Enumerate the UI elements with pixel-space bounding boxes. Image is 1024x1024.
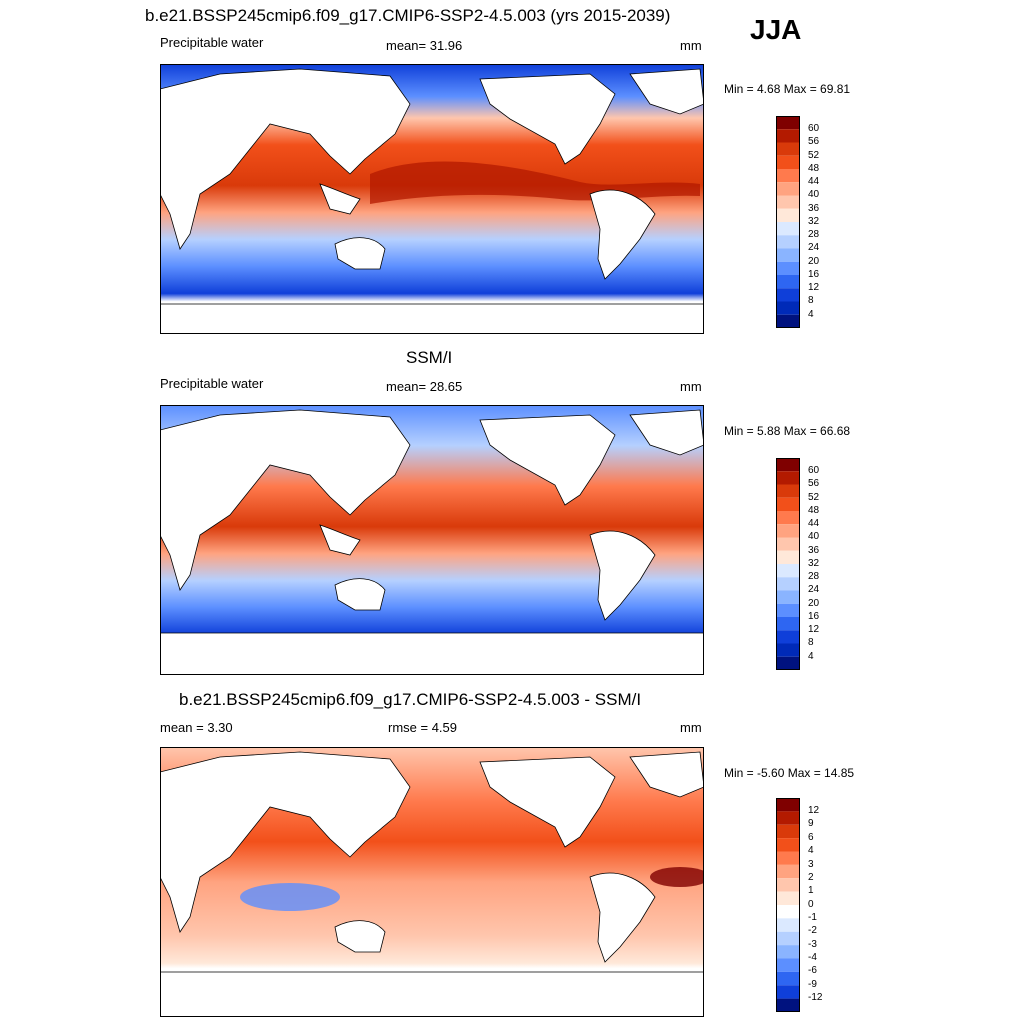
- panel-3-tick: 3: [808, 859, 814, 870]
- panel-2-colorbar: 60 56 52 48 44 40 36 32 28 24 20 16 12 8…: [776, 458, 819, 675]
- panel-2-tick: 12: [808, 624, 820, 635]
- panel-2-tick: 20: [808, 598, 820, 609]
- panel-1-tick: 32: [808, 216, 820, 227]
- panel-3-mean-label: mean = 3.30: [160, 720, 233, 735]
- panel-1-tick: 24: [808, 242, 820, 253]
- panel-1-colorbar-swatches: [776, 116, 800, 328]
- panel-3-tick: 12: [808, 805, 820, 816]
- panel-2-tick: 8: [808, 637, 814, 648]
- panel-2-tick: 28: [808, 571, 820, 582]
- panel-1-tick: 4: [808, 309, 814, 320]
- panel-3-tick: -4: [808, 952, 817, 963]
- panel-1-tick: 44: [808, 176, 820, 187]
- panel-3-rmse-label: rmse = 4.59: [388, 720, 458, 735]
- panel-1-tick: 12: [808, 282, 820, 293]
- panel-1-tick: 28: [808, 229, 820, 240]
- panel-2-tick: 16: [808, 611, 820, 622]
- panel-3-tick: -3: [808, 939, 817, 950]
- panel-2-tick: 36: [808, 545, 820, 556]
- panel-3-tick: -2: [808, 925, 817, 936]
- panel-1-tick: 16: [808, 269, 820, 280]
- panel-3-units: mm: [680, 720, 702, 735]
- panel-3-tick: -12: [808, 992, 823, 1003]
- panel-2-tick: 44: [808, 518, 820, 529]
- panel-1-tick: 48: [808, 163, 820, 174]
- panel-1-tick: 8: [808, 295, 814, 306]
- panel-1-title: b.e21.BSSP245cmip6.f09_g17.CMIP6-SSP2-4.…: [145, 6, 671, 25]
- panel-2-tick: 40: [808, 531, 820, 542]
- panel-1-tick: 56: [808, 136, 820, 147]
- panel-3-tick: -9: [808, 979, 817, 990]
- panel-3-minmax: Min = -5.60 Max = 14.85: [724, 766, 855, 780]
- panel-1-tick: 20: [808, 256, 820, 267]
- panel-2-tick: 24: [808, 584, 820, 595]
- panel-3-negative-anomaly: [240, 883, 340, 911]
- panel-2-tick: 4: [808, 651, 814, 662]
- panel-3-tick: 4: [808, 845, 814, 856]
- season-label: JJA: [750, 14, 802, 45]
- panel-1-map: [160, 64, 704, 334]
- panel-2-map: [160, 405, 704, 675]
- panel-3-tick: -6: [808, 965, 817, 976]
- panel-1-mean-label: mean= 31.96: [386, 38, 463, 53]
- panel-2-tick: 32: [808, 558, 820, 569]
- panel-1-colorbar: 60 56 52 48 44 40 36 32 28 24 20 16 12 8…: [776, 116, 819, 333]
- panel-2-units: mm: [680, 379, 702, 394]
- panel-3-tick: 0: [808, 899, 814, 910]
- panel-3-tick: 2: [808, 872, 814, 883]
- panel-3-tick: 6: [808, 832, 814, 843]
- panel-2-tick: 60: [808, 465, 820, 476]
- panel-3-tick: 1: [808, 885, 814, 896]
- panel-3-colorbar: 12 9 6 4 3 2 1 0 -1 -2 -3 -4 -6 -9 -12: [776, 798, 822, 1017]
- panel-2-minmax: Min = 5.88 Max = 66.68: [724, 424, 851, 438]
- panel-1-continents: [160, 68, 704, 334]
- panel-1-minmax: Min = 4.68 Max = 69.81: [724, 82, 851, 96]
- panel-2-continents: [160, 409, 704, 675]
- panel-2-colorbar-swatches: [776, 458, 800, 670]
- panel-3-tick: -1: [808, 912, 817, 923]
- panel-3-map: [160, 747, 704, 1017]
- panel-3-colorbar-swatches: [776, 798, 800, 1012]
- panel-3-atlantic-anomaly: [650, 867, 704, 887]
- panel-2-title: SSM/I: [406, 348, 453, 367]
- panel-1-variable-label: Precipitable water: [160, 35, 264, 50]
- panel-2-tick: 56: [808, 478, 820, 489]
- panel-1-tick: 36: [808, 203, 820, 214]
- panel-3-title: b.e21.BSSP245cmip6.f09_g17.CMIP6-SSP2-4.…: [179, 690, 642, 709]
- panel-2-variable-label: Precipitable water: [160, 376, 264, 391]
- panel-1-units: mm: [680, 38, 702, 53]
- panel-3-continents: [160, 751, 704, 1017]
- panel-2-tick: 48: [808, 505, 820, 516]
- panel-3-tick: 9: [808, 818, 814, 829]
- panel-1-tick: 52: [808, 150, 820, 161]
- panel-1-tick: 60: [808, 123, 820, 134]
- panel-1-tick: 40: [808, 189, 820, 200]
- panel-2-tick: 52: [808, 492, 820, 503]
- panel-2-mean-label: mean= 28.65: [386, 379, 463, 394]
